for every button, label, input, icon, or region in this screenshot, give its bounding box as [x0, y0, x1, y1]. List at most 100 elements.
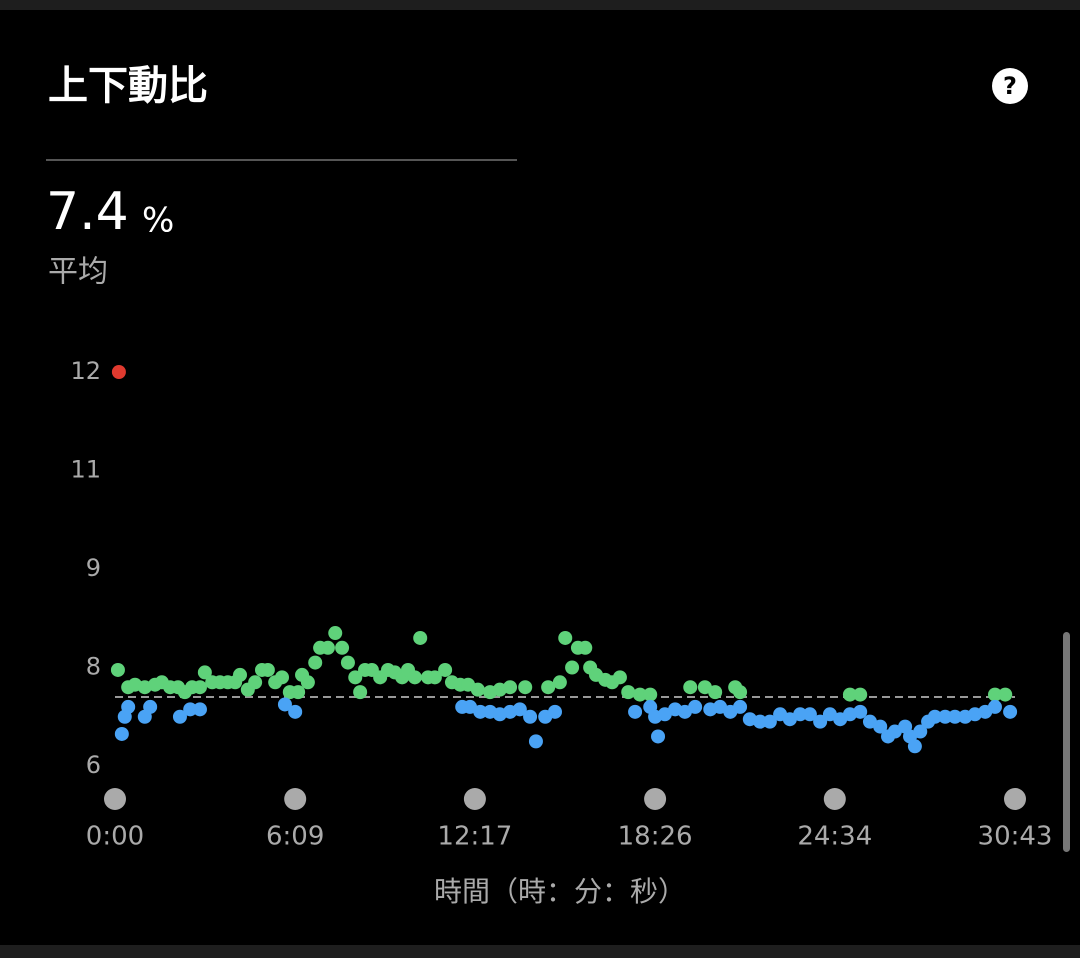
point — [1003, 704, 1018, 719]
point — [308, 655, 323, 670]
point — [291, 685, 306, 700]
point — [121, 699, 136, 714]
point — [708, 685, 723, 700]
point — [733, 699, 748, 714]
point — [753, 714, 768, 729]
x-tick-label: 0:00 — [86, 822, 144, 852]
point — [688, 699, 703, 714]
point — [248, 675, 263, 690]
point — [683, 680, 698, 695]
bottom-strip — [0, 945, 1080, 958]
x-tick-label: 12:17 — [437, 822, 512, 852]
x-tick-label: 24:34 — [797, 822, 872, 852]
point — [632, 687, 647, 702]
point — [518, 680, 533, 695]
point — [413, 630, 428, 645]
point — [503, 680, 518, 695]
point — [288, 704, 303, 719]
y-tick-label: 6 — [86, 751, 101, 779]
x-tick-label: 18:26 — [618, 822, 693, 852]
point — [277, 697, 292, 712]
point — [802, 707, 817, 722]
point — [340, 655, 355, 670]
point — [643, 687, 658, 702]
point — [651, 729, 666, 744]
summary-unit: % — [142, 201, 174, 241]
point — [733, 685, 748, 700]
point — [558, 630, 573, 645]
x-axis-label: 時間（時：分：秒） — [434, 875, 686, 908]
point — [927, 709, 942, 724]
x-tick-label: 30:43 — [978, 822, 1053, 852]
point — [110, 662, 125, 677]
y-tick-label: 12 — [70, 357, 101, 385]
point — [438, 662, 453, 677]
point — [853, 687, 868, 702]
point — [407, 670, 422, 685]
point — [275, 670, 290, 685]
y-tick-label: 8 — [86, 653, 101, 681]
point — [328, 626, 343, 641]
point — [547, 704, 562, 719]
point — [233, 667, 248, 682]
title: 上下動比 — [48, 63, 208, 109]
point — [172, 709, 187, 724]
point — [842, 687, 857, 702]
point — [987, 699, 1002, 714]
point — [260, 662, 275, 677]
y-tick-label: 11 — [70, 456, 101, 484]
point — [628, 704, 643, 719]
x-tick-mark — [823, 788, 846, 810]
point — [793, 707, 808, 722]
point — [427, 670, 442, 685]
point — [578, 640, 593, 655]
point — [987, 687, 1002, 702]
point — [143, 699, 158, 714]
point — [873, 719, 888, 734]
top-strip — [0, 0, 1080, 10]
x-tick-mark — [463, 788, 486, 810]
point — [565, 660, 580, 675]
point — [907, 739, 922, 754]
x-tick-mark — [644, 788, 667, 810]
point — [621, 685, 636, 700]
summary-value: 7.4 — [46, 182, 129, 242]
point — [612, 670, 627, 685]
point — [348, 670, 363, 685]
point — [528, 734, 543, 749]
point — [114, 726, 129, 741]
point — [813, 714, 828, 729]
point — [183, 702, 198, 717]
point — [947, 709, 962, 724]
point — [938, 709, 953, 724]
summary-label: 平均 — [48, 255, 108, 290]
point — [913, 724, 928, 739]
x-tick-mark — [1004, 788, 1026, 810]
point — [353, 685, 368, 700]
point — [523, 709, 538, 724]
point — [197, 665, 212, 680]
point — [552, 675, 567, 690]
x-tick-mark — [104, 788, 126, 810]
point — [335, 640, 350, 655]
point — [320, 640, 335, 655]
point — [541, 680, 556, 695]
point — [300, 675, 315, 690]
point — [762, 714, 777, 729]
point — [473, 704, 488, 719]
y-tick-label: 9 — [86, 554, 101, 582]
point — [998, 687, 1013, 702]
point — [192, 680, 207, 695]
point — [470, 682, 485, 697]
point — [111, 365, 126, 379]
help-icon[interactable]: ? — [1003, 72, 1017, 100]
x-tick-label: 6:09 — [266, 822, 324, 852]
point — [512, 702, 527, 717]
help-button[interactable] — [992, 68, 1028, 104]
scrollbar[interactable] — [1063, 632, 1070, 852]
x-tick-mark — [284, 788, 307, 810]
point — [192, 702, 207, 717]
